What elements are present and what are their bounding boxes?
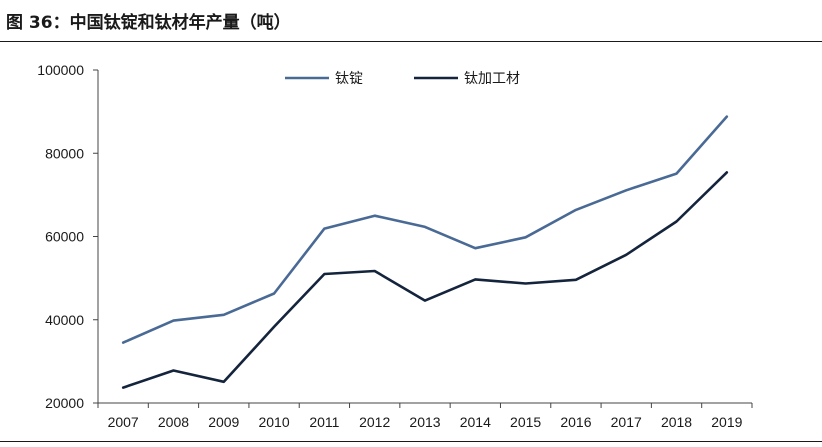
figure-title: 图 36：中国钛锭和钛材年产量（吨）	[6, 13, 291, 33]
x-tick-label: 2008	[158, 414, 189, 430]
x-tick-label: 2016	[560, 414, 591, 430]
x-tick-label: 2019	[711, 414, 742, 430]
x-tick-label: 2010	[258, 414, 289, 430]
x-tick-label: 2015	[510, 414, 541, 430]
y-tick-label: 20000	[45, 395, 84, 411]
figure-title-bar: 图 36：中国钛锭和钛材年产量（吨）	[0, 0, 822, 42]
chart-axes: 20000 40000 60000 80000 100000 2007 2008 2009 20…	[37, 62, 753, 430]
x-tick-label: 2012	[359, 414, 390, 430]
series-line-2	[121, 171, 729, 389]
x-tick-label: 2011	[309, 414, 339, 430]
y-tick-label: 80000	[45, 145, 84, 161]
legend-label-1: 钛锭	[335, 71, 363, 87]
x-tick-label: 2007	[108, 414, 139, 430]
y-tick-label: 100000	[37, 62, 84, 78]
bottom-rule	[0, 441, 822, 442]
x-tick-label: 2018	[661, 414, 692, 430]
series-line-1	[121, 115, 729, 344]
x-tick-label: 2009	[208, 414, 239, 430]
x-tick-label: 2013	[409, 414, 440, 430]
chart-legend: 钛锭 钛加工材	[285, 71, 520, 87]
y-tick-label: 40000	[45, 312, 84, 328]
x-tick-label: 2017	[611, 414, 642, 430]
y-tick-label: 60000	[45, 229, 84, 245]
legend-label-2: 钛加工材	[464, 71, 520, 87]
x-tick-label: 2014	[460, 414, 491, 430]
chart-series	[121, 115, 729, 389]
